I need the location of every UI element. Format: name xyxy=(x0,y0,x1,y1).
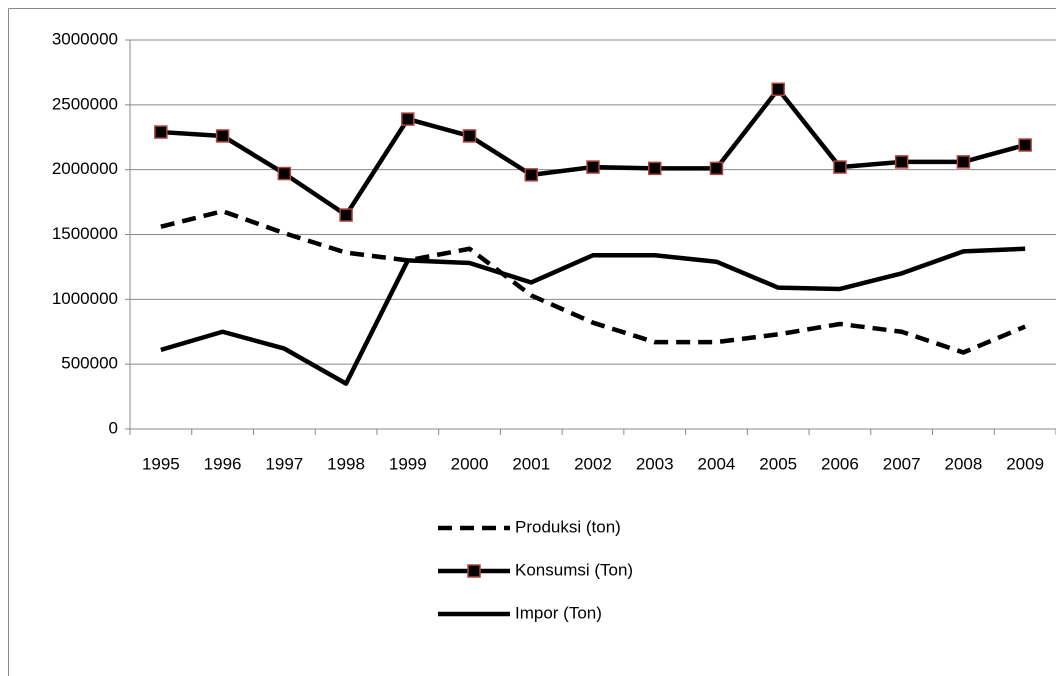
y-tick-label: 1500000 xyxy=(52,224,118,243)
marker xyxy=(401,112,415,126)
marker xyxy=(956,155,971,169)
marker xyxy=(771,82,785,97)
legend-label: Produksi (ton) xyxy=(515,517,621,536)
x-tick-label: 2007 xyxy=(883,454,921,473)
y-tick-label: 0 xyxy=(109,418,118,437)
legend-label: Konsumsi (Ton) xyxy=(515,560,633,579)
x-tick-label: 2002 xyxy=(574,454,612,473)
marker xyxy=(215,129,230,143)
x-tick-label: 2006 xyxy=(821,454,859,473)
x-tick-label: 1996 xyxy=(204,454,242,473)
x-tick-label: 2008 xyxy=(944,454,982,473)
marker xyxy=(524,168,539,182)
marker xyxy=(586,160,600,174)
x-tick-label: 2000 xyxy=(451,454,489,473)
marker xyxy=(709,161,724,176)
y-tick-label: 3000000 xyxy=(52,29,118,48)
marker xyxy=(894,155,909,169)
x-tick-label: 2004 xyxy=(698,454,736,473)
y-tick-label: 2000000 xyxy=(52,159,118,178)
series-line xyxy=(160,246,1026,386)
y-tick-label: 1000000 xyxy=(52,289,118,308)
x-tick-label: 2003 xyxy=(636,454,674,473)
x-tick-label: 2001 xyxy=(512,454,550,473)
x-tick-label: 1995 xyxy=(142,454,180,473)
x-tick-label: 2005 xyxy=(759,454,797,473)
marker xyxy=(339,208,353,222)
y-tick-label: 500000 xyxy=(61,354,118,373)
marker xyxy=(277,166,292,181)
marker xyxy=(833,160,847,174)
series-line xyxy=(160,87,1026,218)
x-tick-label: 2009 xyxy=(1006,454,1044,473)
marker xyxy=(1018,138,1032,152)
marker xyxy=(154,125,168,139)
legend-label: Impor (Ton) xyxy=(515,603,602,622)
marker xyxy=(462,129,477,143)
marker xyxy=(647,161,662,176)
x-tick-label: 1999 xyxy=(389,454,427,473)
x-tick-label: 1997 xyxy=(265,454,303,473)
series-line xyxy=(160,208,1027,355)
legend-marker xyxy=(467,564,481,578)
y-tick-label: 2500000 xyxy=(52,94,118,113)
x-tick-label: 1998 xyxy=(327,454,365,473)
